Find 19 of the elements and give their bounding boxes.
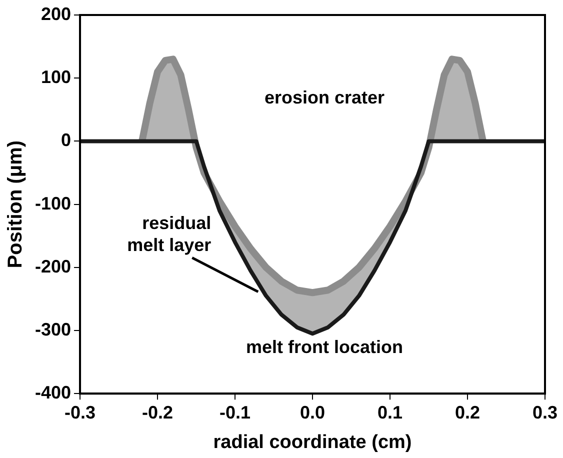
y-axis-title: Position (μm) [4, 140, 27, 268]
x-tick-label: -0.1 [220, 402, 251, 422]
x-tick-label: 0.2 [454, 402, 480, 422]
x-tick-label: -0.2 [142, 402, 174, 422]
y-tick-label: -300 [34, 319, 72, 340]
y-tick-label: 200 [40, 4, 72, 24]
y-tick-label: 100 [40, 67, 72, 88]
annotation: erosion crater [264, 87, 385, 108]
x-tick-label: -0.3 [64, 402, 96, 422]
x-tick-label: 0.3 [532, 402, 558, 422]
x-axis-title: radial coordinate (cm) [213, 432, 412, 453]
x-tick-label: 0.0 [300, 402, 326, 422]
y-tick-label: -200 [34, 256, 72, 276]
x-tick-label: 0.1 [377, 402, 403, 422]
y-tick-label: 0 [61, 130, 72, 150]
annotation: residual melt layer [127, 212, 212, 255]
annotation: melt front location [246, 337, 404, 358]
y-tick-label: -100 [34, 193, 72, 214]
y-tick-label: -400 [34, 382, 72, 403]
